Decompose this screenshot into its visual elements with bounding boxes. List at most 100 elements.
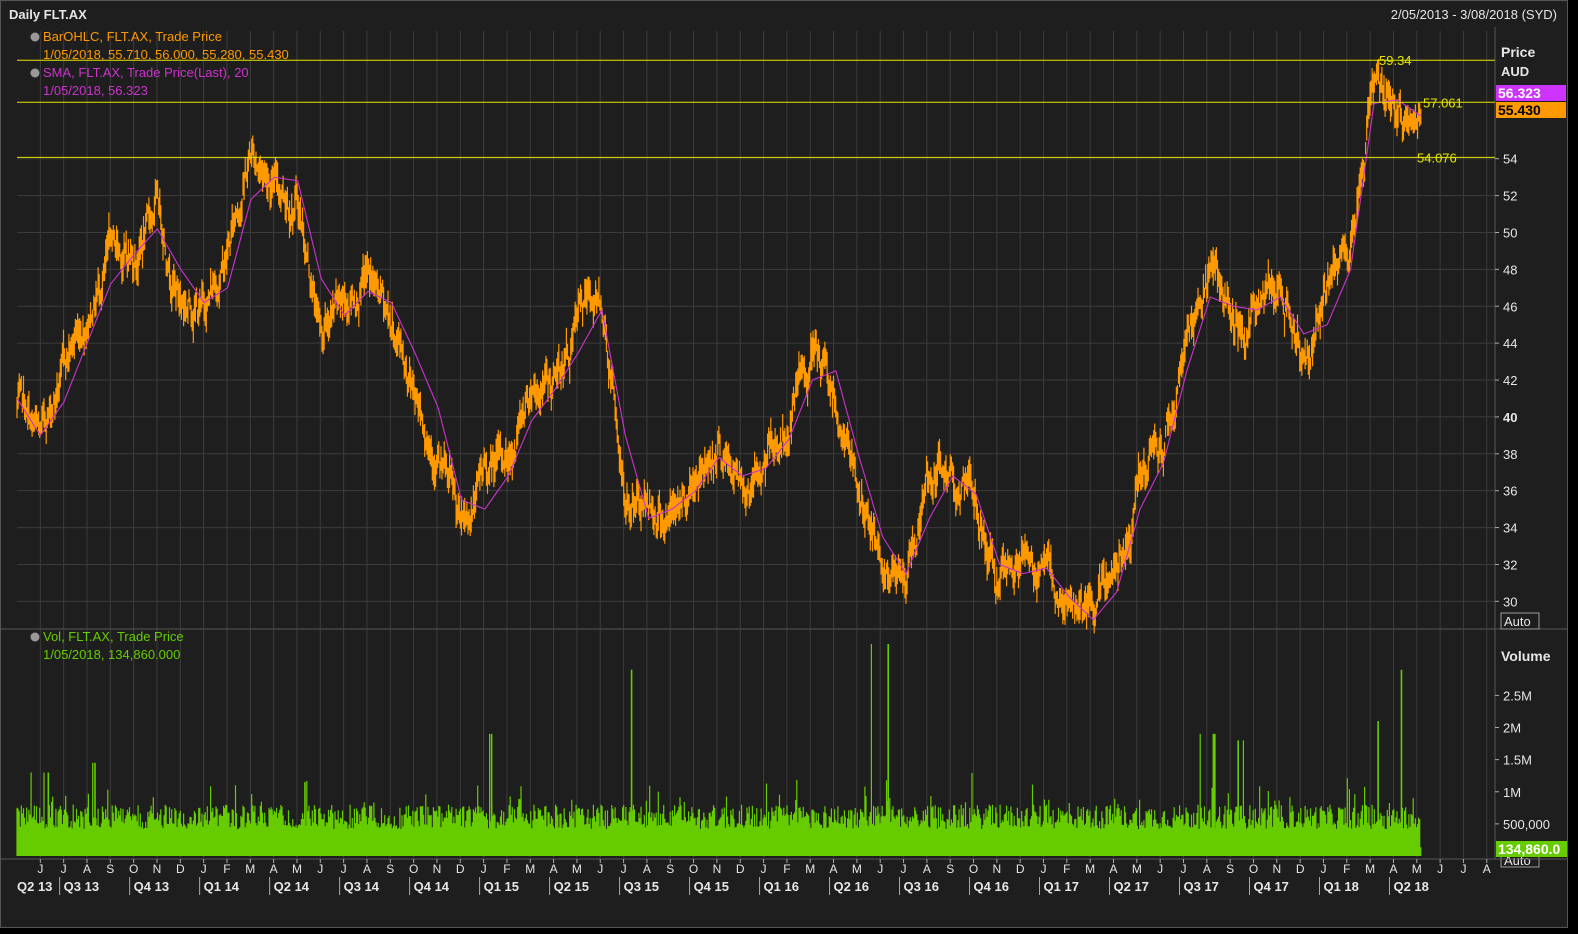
price-axis-unit: AUD: [1501, 64, 1529, 79]
volume-tick-label: 500,000: [1503, 817, 1550, 832]
quarter-label: Q3 16: [904, 879, 939, 894]
month-label: D: [736, 862, 745, 876]
month-label: A: [643, 862, 651, 876]
month-label: S: [106, 862, 114, 876]
legend-values: 1/05/2018, 56.323: [43, 83, 148, 98]
month-label: J: [201, 862, 207, 876]
volume-bar-series: [16, 644, 1422, 856]
price-grid: [1, 27, 1567, 859]
price-tick-label: 40: [1503, 410, 1517, 425]
month-label: M: [1412, 862, 1422, 876]
volume-legend-title: Vol, FLT.AX, Trade Price: [43, 629, 184, 644]
price-tick-label: 30: [1503, 594, 1517, 609]
price-tick-label: 48: [1503, 262, 1517, 277]
last-value-badge-label: 56.323: [1498, 85, 1541, 101]
volume-grid: [39, 630, 1488, 858]
month-label: M: [1132, 862, 1142, 876]
quarter-label: Q2 13: [17, 879, 52, 894]
month-label: N: [433, 862, 442, 876]
date-range: 2/05/2013 - 3/08/2018 (SYD): [1390, 7, 1557, 22]
month-label: D: [456, 862, 465, 876]
month-label: D: [1016, 862, 1025, 876]
month-label: J: [61, 862, 67, 876]
price-tick-label: 54: [1503, 152, 1517, 167]
month-label: J: [1157, 862, 1163, 876]
month-label: N: [153, 862, 162, 876]
month-label: S: [946, 862, 954, 876]
quarter-label: Q2 18: [1393, 879, 1428, 894]
month-label: O: [1249, 862, 1258, 876]
quarter-label: Q3 13: [64, 879, 99, 894]
month-label: J: [621, 862, 627, 876]
month-label: A: [270, 862, 278, 876]
legend-values: 1/05/2018, 55.710, 56.000, 55.280, 55.43…: [43, 47, 289, 62]
legend-title: SMA, FLT.AX, Trade Price(Last), 20: [43, 65, 249, 80]
volume-tick-label: 1M: [1503, 785, 1521, 800]
month-label: D: [1296, 862, 1305, 876]
price-tick-label: 34: [1503, 521, 1517, 536]
quarter-label: Q2 14: [274, 879, 310, 894]
price-legend: BarOHLC, FLT.AX, Trade Price 1/05/2018, 5…: [29, 29, 289, 98]
month-label: M: [1085, 862, 1095, 876]
quarter-label: Q3 14: [344, 879, 380, 894]
price-tick-label: 44: [1503, 336, 1517, 351]
month-label: O: [689, 862, 698, 876]
price-tick-label: 46: [1503, 299, 1517, 314]
price-tick-label: 36: [1503, 484, 1517, 499]
month-label: A: [923, 862, 931, 876]
volume-legend-values: 1/05/2018, 134,860.000: [43, 647, 180, 662]
quarter-label: Q4 16: [974, 879, 1009, 894]
month-label: J: [481, 862, 487, 876]
quarter-label: Q2 15: [554, 879, 589, 894]
quarter-label: Q4 15: [694, 879, 729, 894]
last-value-badge: [1496, 85, 1566, 101]
month-label: M: [805, 862, 815, 876]
month-label: N: [713, 862, 722, 876]
quarter-label: Q1 14: [204, 879, 240, 894]
quarter-label: Q3 15: [624, 879, 659, 894]
month-label: J: [1320, 862, 1326, 876]
quarter-label: Q4 13: [134, 879, 169, 894]
quarter-label: Q4 17: [1253, 879, 1288, 894]
chart-title: Daily FLT.AX: [9, 7, 87, 22]
price-tick-label: 52: [1503, 189, 1517, 204]
quarter-label: Q1 16: [764, 879, 799, 894]
last-value-badge: [1496, 102, 1566, 118]
month-label: A: [363, 862, 371, 876]
month-label: A: [1110, 862, 1118, 876]
month-label: M: [525, 862, 535, 876]
month-label: J: [597, 862, 603, 876]
quarter-label: Q1 17: [1044, 879, 1079, 894]
month-label: A: [1203, 862, 1211, 876]
month-label: A: [1389, 862, 1397, 876]
month-label: S: [1226, 862, 1234, 876]
month-label: J: [1041, 862, 1047, 876]
month-label: M: [245, 862, 255, 876]
volume-tick-label: 2M: [1503, 721, 1521, 736]
price-axis-title: Price: [1501, 44, 1535, 60]
month-label: J: [1437, 862, 1443, 876]
month-label: A: [830, 862, 838, 876]
chart-canvas: 59.34 57.061 54.076 30 32 34 36 38 40 42 44 46 48 50…: [1, 27, 1567, 927]
month-label: J: [1460, 862, 1466, 876]
legend-bullet-icon: [29, 631, 41, 643]
chart-header: Daily FLT.AX 2/05/2013 - 3/08/2018 (SYD): [1, 1, 1567, 27]
volume-tick-label: 2.5M: [1503, 688, 1532, 703]
quarter-label: Q3 17: [1184, 879, 1219, 894]
ohlc-bar-series: [16, 58, 1422, 634]
price-tick-label: 42: [1503, 373, 1517, 388]
month-label: J: [37, 862, 43, 876]
quarter-label: Q1 18: [1323, 879, 1358, 894]
quarter-label: Q2 17: [1114, 879, 1149, 894]
price-pane: 59.34 57.061 54.076 30 32 34 36 38 40 42 44 46 48 50…: [1, 27, 1567, 859]
price-tick-label: 32: [1503, 557, 1517, 572]
horizontal-lines: 59.34 57.061 54.076: [17, 53, 1495, 165]
price-auto-box: [1500, 612, 1540, 630]
month-label: F: [223, 862, 230, 876]
hline-label: 57.061: [1423, 95, 1463, 110]
month-label: S: [386, 862, 394, 876]
hline-label: 59.34: [1379, 53, 1412, 68]
